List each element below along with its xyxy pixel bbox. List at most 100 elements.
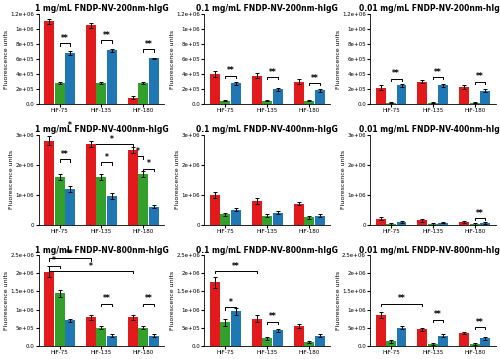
Title: 0.1 mg/mL FNDP-NV-800nm-hIgG: 0.1 mg/mL FNDP-NV-800nm-hIgG xyxy=(196,246,338,255)
Bar xyxy=(107,50,117,104)
Text: **: ** xyxy=(61,34,68,43)
Bar xyxy=(428,103,438,104)
Bar xyxy=(96,83,106,104)
Bar xyxy=(231,311,241,346)
Title: 0.01 mg/mL FNDP-NV-400nm-hIgG: 0.01 mg/mL FNDP-NV-400nm-hIgG xyxy=(360,125,500,134)
Text: **: ** xyxy=(145,294,152,303)
Text: **: ** xyxy=(66,249,74,258)
Y-axis label: Fluorescence units: Fluorescence units xyxy=(175,150,180,209)
Bar xyxy=(210,283,220,346)
Text: **: ** xyxy=(310,74,318,83)
Text: *: * xyxy=(68,121,72,130)
Bar xyxy=(272,213,282,225)
Bar xyxy=(460,87,469,104)
Bar xyxy=(470,344,480,346)
Bar xyxy=(138,174,148,225)
Bar xyxy=(460,333,469,346)
Bar xyxy=(220,214,230,225)
Bar xyxy=(96,328,106,346)
Text: *: * xyxy=(52,256,56,265)
Bar xyxy=(128,150,138,225)
Y-axis label: Fluorescence units: Fluorescence units xyxy=(4,29,9,89)
Text: **: ** xyxy=(434,311,442,320)
Bar xyxy=(272,331,282,346)
Bar xyxy=(396,85,406,104)
Bar xyxy=(128,98,138,104)
Bar xyxy=(44,141,54,225)
Bar xyxy=(438,336,448,346)
Text: **: ** xyxy=(226,66,234,75)
Text: **: ** xyxy=(398,294,406,303)
Bar xyxy=(386,224,396,225)
Y-axis label: Fluorescence units: Fluorescence units xyxy=(170,29,175,89)
Y-axis label: Fluorescence units: Fluorescence units xyxy=(10,150,14,209)
Bar xyxy=(231,210,241,225)
Text: **: ** xyxy=(434,68,442,77)
Y-axis label: Fluorescence units: Fluorescence units xyxy=(336,271,340,330)
Title: 0.01 mg/mL FNDP-NV-200nm-hIgG: 0.01 mg/mL FNDP-NV-200nm-hIgG xyxy=(360,4,500,13)
Bar xyxy=(376,315,386,346)
Text: **: ** xyxy=(392,69,400,78)
Bar xyxy=(386,341,396,346)
Title: 0.1 mg/mL FNDP-NV-200nm-hIgG: 0.1 mg/mL FNDP-NV-200nm-hIgG xyxy=(196,4,338,13)
Bar xyxy=(54,293,64,346)
Bar xyxy=(314,90,324,104)
Bar xyxy=(54,83,64,104)
Bar xyxy=(128,317,138,346)
Bar xyxy=(210,195,220,225)
Bar xyxy=(44,22,54,104)
Bar xyxy=(376,219,386,225)
Bar xyxy=(149,207,159,225)
Bar xyxy=(107,196,117,225)
Bar xyxy=(54,177,64,225)
Bar xyxy=(314,216,324,225)
Bar xyxy=(480,339,490,346)
Bar xyxy=(252,318,262,346)
Bar xyxy=(396,328,406,346)
Bar xyxy=(138,328,148,346)
Text: *: * xyxy=(136,147,140,156)
Bar xyxy=(418,330,428,346)
Title: 1 mg/mL FNDP-NV-800nm-hIgG: 1 mg/mL FNDP-NV-800nm-hIgG xyxy=(34,246,168,255)
Bar xyxy=(294,82,304,104)
Bar xyxy=(210,74,220,104)
Text: **: ** xyxy=(145,40,152,49)
Bar xyxy=(294,204,304,225)
Title: 1 mg/mL FNDP-NV-200nm-hIgG: 1 mg/mL FNDP-NV-200nm-hIgG xyxy=(34,4,168,13)
Bar xyxy=(44,271,54,346)
Bar xyxy=(418,220,428,225)
Y-axis label: Fluorescence units: Fluorescence units xyxy=(170,271,175,330)
Title: 0.01 mg/mL FNDP-NV-800nm-hIgG: 0.01 mg/mL FNDP-NV-800nm-hIgG xyxy=(360,246,500,255)
Bar xyxy=(480,91,490,104)
Bar xyxy=(272,89,282,104)
Text: **: ** xyxy=(103,31,110,40)
Bar xyxy=(418,82,428,104)
Text: **: ** xyxy=(268,68,276,77)
Text: *: * xyxy=(146,159,150,168)
Bar xyxy=(65,53,75,104)
Y-axis label: Fluorescence units: Fluorescence units xyxy=(4,271,9,330)
Text: **: ** xyxy=(476,209,484,218)
Y-axis label: Fluorescence units: Fluorescence units xyxy=(341,150,346,209)
Bar xyxy=(252,201,262,225)
Bar xyxy=(438,85,448,104)
Text: **: ** xyxy=(232,262,239,271)
Text: **: ** xyxy=(476,318,484,327)
Bar xyxy=(149,59,159,104)
Bar xyxy=(428,344,438,346)
Text: *: * xyxy=(105,153,108,162)
Bar xyxy=(376,88,386,104)
Bar xyxy=(480,223,490,225)
Bar xyxy=(138,83,148,104)
Bar xyxy=(470,103,480,104)
Bar xyxy=(86,25,96,104)
Bar xyxy=(231,83,241,104)
Bar xyxy=(460,222,469,225)
Text: **: ** xyxy=(103,294,110,303)
Text: *: * xyxy=(110,135,114,144)
Bar xyxy=(107,336,117,346)
Bar xyxy=(262,101,272,104)
Title: 0.1 mg/mL FNDP-NV-400nm-hIgG: 0.1 mg/mL FNDP-NV-400nm-hIgG xyxy=(196,125,338,134)
Bar xyxy=(396,222,406,225)
Bar xyxy=(65,320,75,346)
